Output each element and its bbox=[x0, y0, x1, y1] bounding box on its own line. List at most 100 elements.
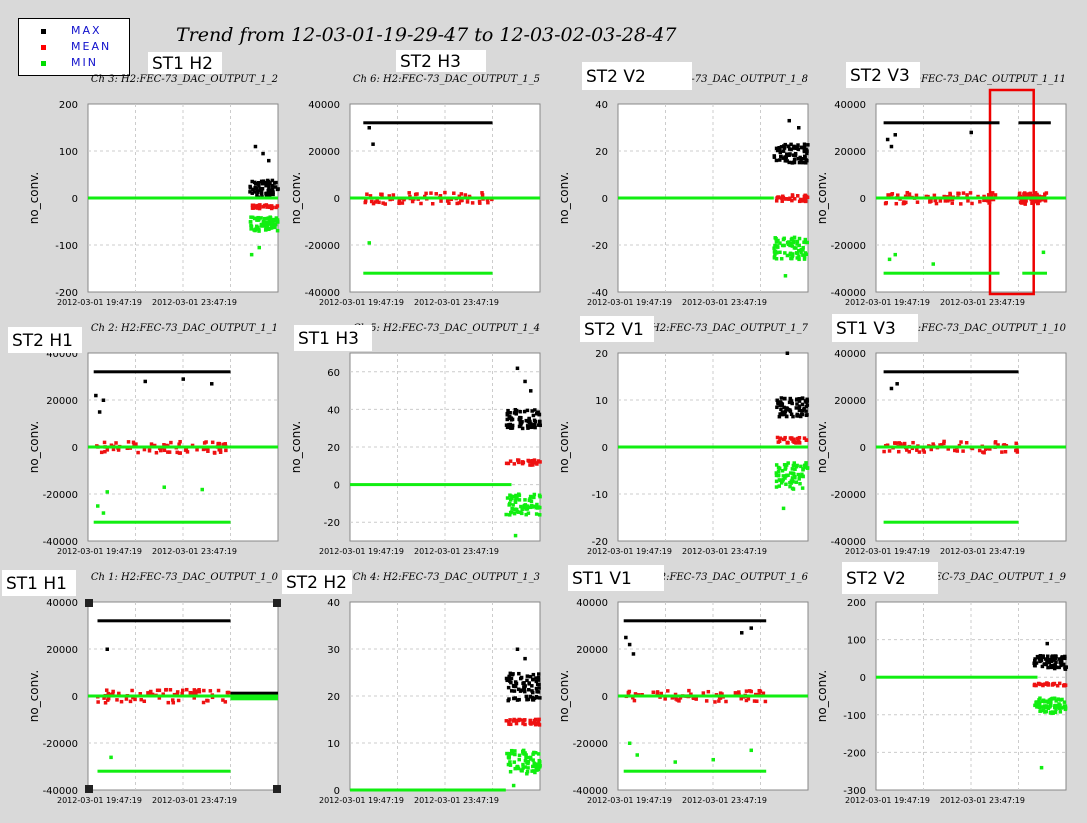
data-point bbox=[1056, 697, 1060, 701]
data-point bbox=[511, 494, 516, 499]
x-tick-label: 2012-03-01 19:47:19 bbox=[57, 298, 142, 307]
data-point bbox=[504, 423, 509, 427]
data-point bbox=[1046, 706, 1051, 711]
data-point bbox=[525, 769, 530, 774]
data-point bbox=[367, 126, 371, 130]
data-point bbox=[797, 254, 801, 258]
data-point bbox=[896, 449, 901, 454]
data-point bbox=[130, 688, 134, 693]
data-point bbox=[515, 366, 520, 371]
data-point bbox=[452, 191, 456, 195]
selection-handle[interactable] bbox=[273, 599, 281, 607]
data-point bbox=[413, 192, 418, 197]
data-point bbox=[921, 448, 926, 452]
data-point bbox=[257, 183, 261, 188]
data-point bbox=[513, 508, 517, 512]
data-point bbox=[538, 423, 542, 428]
data-point bbox=[527, 417, 531, 422]
data-point bbox=[253, 144, 258, 149]
x-tick-label: 2012-03-01 23:47:19 bbox=[414, 298, 499, 307]
data-point bbox=[528, 419, 532, 424]
data-point bbox=[959, 202, 963, 206]
data-point bbox=[249, 252, 254, 257]
data-line bbox=[97, 769, 231, 773]
data-point bbox=[261, 151, 265, 156]
selection-handle[interactable] bbox=[85, 599, 93, 607]
y-tick-label: -200 bbox=[843, 748, 866, 759]
data-point bbox=[774, 236, 778, 241]
y-tick-label: 40 bbox=[327, 405, 340, 416]
data-point bbox=[109, 443, 114, 447]
y-axis-label: no_conv. bbox=[27, 670, 41, 722]
data-point bbox=[964, 440, 969, 445]
data-point bbox=[519, 504, 523, 509]
data-point bbox=[265, 205, 269, 209]
data-point bbox=[627, 741, 632, 745]
data-point bbox=[779, 256, 784, 261]
data-point bbox=[275, 228, 280, 233]
data-point bbox=[795, 242, 799, 246]
data-point bbox=[221, 698, 225, 702]
data-point bbox=[103, 701, 108, 705]
chart-st2-v2-3: Ch 9: H2:FEC-73_DAC_OUTPUT_1_8 40 20 0 -20 -4… bbox=[557, 62, 810, 307]
data-point bbox=[744, 689, 749, 693]
data-point bbox=[532, 422, 537, 427]
data-point bbox=[263, 222, 267, 226]
y-tick-label: 20000 bbox=[834, 396, 866, 407]
data-point bbox=[627, 689, 632, 694]
data-point bbox=[511, 783, 516, 788]
data-line bbox=[363, 121, 493, 125]
data-point bbox=[795, 397, 799, 401]
series-max bbox=[883, 121, 1000, 149]
data-point bbox=[711, 757, 715, 762]
data-point bbox=[782, 463, 787, 467]
data-point bbox=[508, 415, 512, 419]
data-point bbox=[520, 426, 525, 431]
series-mean bbox=[883, 190, 998, 206]
data-point bbox=[430, 202, 435, 206]
data-point bbox=[206, 449, 210, 453]
data-point bbox=[1041, 708, 1046, 713]
chart-channel-title: Ch 8: H2:FEC-73_DAC_OUTPUT_1_7 bbox=[621, 323, 809, 334]
series-max bbox=[97, 619, 231, 651]
data-point bbox=[959, 440, 963, 444]
data-point bbox=[261, 205, 266, 209]
data-point bbox=[518, 676, 523, 681]
data-point bbox=[526, 458, 530, 463]
x-tick-label: 2012-03-01 23:47:19 bbox=[152, 298, 237, 307]
selection-handle[interactable] bbox=[273, 785, 281, 793]
data-point bbox=[1029, 193, 1033, 198]
x-tick-label: 2012-03-01 23:47:19 bbox=[682, 796, 767, 805]
data-point bbox=[249, 227, 253, 231]
data-point bbox=[889, 386, 894, 391]
data-point bbox=[905, 190, 910, 195]
data-point bbox=[513, 749, 517, 753]
data-point bbox=[799, 412, 804, 416]
data-point bbox=[505, 417, 510, 422]
data-point bbox=[797, 199, 802, 204]
data-point bbox=[1036, 201, 1040, 206]
data-line bbox=[350, 196, 540, 200]
data-point bbox=[1033, 658, 1037, 663]
selection-handle[interactable] bbox=[85, 785, 93, 793]
data-point bbox=[947, 198, 951, 202]
data-point bbox=[131, 695, 135, 700]
y-tick-label: -20000 bbox=[43, 739, 78, 750]
data-point bbox=[523, 656, 527, 661]
data-point bbox=[778, 436, 782, 440]
data-point bbox=[758, 689, 763, 694]
data-point bbox=[796, 147, 800, 152]
data-line bbox=[363, 271, 493, 275]
y-tick-label: 0 bbox=[602, 443, 608, 454]
data-point bbox=[105, 647, 109, 651]
data-point bbox=[779, 481, 784, 485]
data-point bbox=[801, 156, 805, 161]
data-point bbox=[777, 478, 782, 482]
data-point bbox=[778, 241, 782, 245]
data-point bbox=[798, 414, 803, 419]
data-point bbox=[274, 205, 278, 210]
data-point bbox=[457, 194, 462, 199]
chart-label-box bbox=[832, 314, 918, 342]
data-point bbox=[269, 206, 274, 211]
data-point bbox=[529, 389, 533, 393]
